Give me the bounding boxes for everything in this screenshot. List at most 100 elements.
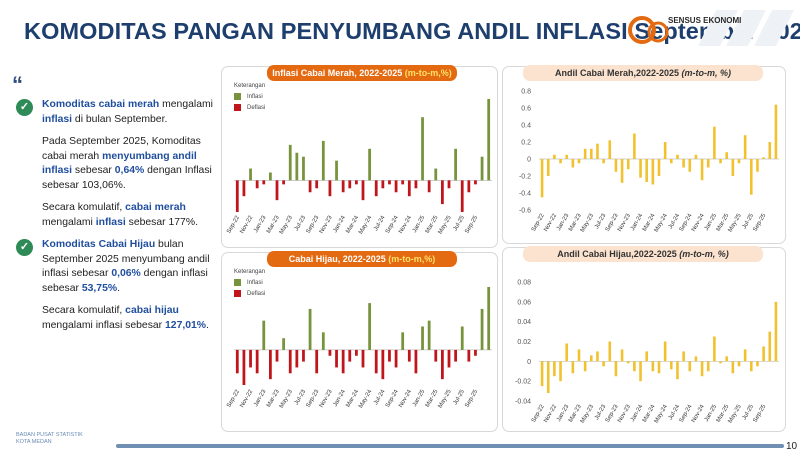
x-tick-label: May-23 xyxy=(580,212,596,233)
page-title: KOMODITAS PANGAN PENYUMBANG ANDIL INFLAS… xyxy=(24,18,800,44)
bar xyxy=(235,180,239,212)
paragraph-komulatif-hijau: Secara komulatif, cabai hijau mengalami … xyxy=(14,304,219,333)
page-number: 10 xyxy=(786,441,798,452)
text-hl: menyumbang andil inflasi xyxy=(42,150,197,177)
bar xyxy=(700,361,704,377)
legend-title: Keterangan xyxy=(234,83,266,89)
x-tick-label: May-24 xyxy=(654,212,670,233)
bar xyxy=(676,154,679,159)
bar xyxy=(381,180,385,189)
x-tick-label: Nov-24 xyxy=(398,214,413,234)
logo-text: SENSUS EKONOMI xyxy=(668,16,742,25)
bar xyxy=(737,159,741,164)
bar xyxy=(361,180,365,201)
bar xyxy=(467,349,471,362)
legend-inflasi: Inflasi xyxy=(234,279,265,286)
text: Secara komulatif, xyxy=(42,202,126,213)
x-tick-label: May-25 xyxy=(438,214,454,235)
bar xyxy=(368,303,372,350)
panel-title-text: Inflasi Cabai Merah, 2022-2025 xyxy=(272,68,405,78)
y-tick-label: 0 xyxy=(527,157,531,164)
bar xyxy=(553,361,556,377)
bar xyxy=(762,157,765,159)
bar xyxy=(434,168,438,181)
bar xyxy=(743,135,747,159)
x-tick-label: Jul-23 xyxy=(294,214,308,232)
bar xyxy=(401,332,405,350)
panel-title: Andil Cabai Hijau,2022-2025 (m-to-m, %) xyxy=(523,246,763,262)
bar xyxy=(275,180,279,201)
bar xyxy=(388,349,391,362)
bar xyxy=(626,361,630,364)
x-tick-label: Jul-25 xyxy=(453,388,467,406)
bar xyxy=(614,361,618,377)
bar xyxy=(262,320,266,350)
bar xyxy=(546,361,550,394)
bar xyxy=(440,349,444,380)
bar xyxy=(774,301,778,362)
panel-title: Andil Cabai Merah,2022-2025 (m-to-m, %) xyxy=(523,65,763,81)
bar xyxy=(480,308,484,350)
bar xyxy=(756,361,759,367)
bar xyxy=(706,361,710,372)
bar xyxy=(374,180,378,197)
bar xyxy=(242,349,246,385)
bar xyxy=(262,180,266,185)
x-tick-label: Nov-24 xyxy=(398,388,413,408)
bar xyxy=(328,349,332,356)
text: mengalami inflasi sebesar xyxy=(42,319,166,331)
summary-text: ✓ Komoditas cabai merah mengalami inflas… xyxy=(14,98,219,341)
bar xyxy=(460,180,464,212)
legend-swatch-deflasi xyxy=(234,104,241,111)
bar xyxy=(725,152,728,159)
x-tick-label: Sep-25 xyxy=(752,403,767,423)
panel-title-unit: (m-to-m, %) xyxy=(679,249,729,259)
y-tick-label: 0.04 xyxy=(517,319,531,326)
bar xyxy=(255,349,259,374)
bar xyxy=(374,349,378,374)
panel-title: Inflasi Cabai Merah, 2022-2025 (m-to-m,%… xyxy=(267,65,457,81)
bar xyxy=(596,143,599,159)
bar xyxy=(682,351,685,362)
x-tick-label: Sep-25 xyxy=(752,212,767,232)
bar xyxy=(596,351,599,362)
bar xyxy=(713,126,716,159)
x-tick-label: Jul-25 xyxy=(453,214,467,232)
legend-deflasi: Deflasi xyxy=(234,104,265,111)
text: . xyxy=(206,319,209,331)
bar xyxy=(275,349,279,362)
x-tick-label: Nov-23 xyxy=(319,388,334,408)
bar xyxy=(354,180,358,185)
paragraph-cabai-hijau: ✓ Komoditas Cabai Hijau bulan September … xyxy=(14,238,219,296)
bar xyxy=(540,159,544,198)
x-tick-label: May-24 xyxy=(358,214,374,235)
bar xyxy=(381,349,385,380)
x-tick-label: Sep-25 xyxy=(464,214,479,234)
legend-swatch-inflasi xyxy=(234,279,241,286)
bar xyxy=(302,156,305,181)
y-tick-label: 0 xyxy=(527,359,531,366)
bar xyxy=(440,180,444,205)
chart-andil-cabai-hijau: -0.04-0.0200.020.040.060.08Sep-22Nov-22J… xyxy=(515,280,779,424)
x-tick-label: May-23 xyxy=(279,214,295,235)
bar xyxy=(368,148,372,181)
bar xyxy=(657,159,661,176)
bar xyxy=(480,156,484,181)
bar xyxy=(434,349,438,362)
text: Secara komulatif, xyxy=(42,305,126,316)
bar xyxy=(242,180,246,197)
bar xyxy=(308,308,312,350)
panel-title: Cabai Hijau, 2022-2025 (m-to-m,%) xyxy=(267,251,457,267)
panel-title-text: Andil Cabai Hijau,2022-2025 xyxy=(557,249,680,259)
bar xyxy=(315,349,319,374)
text-hl: cabai merah xyxy=(125,202,186,213)
paragraph-komulatif-merah: Secara komulatif, cabai merah mengalami … xyxy=(14,201,219,230)
y-tick-label: 0.02 xyxy=(517,339,531,346)
bar xyxy=(700,159,704,181)
bar xyxy=(454,148,458,181)
bar xyxy=(645,351,648,362)
legend: Keterangan Inflasi Deflasi xyxy=(234,83,265,111)
bar xyxy=(583,148,587,159)
bar xyxy=(719,159,722,164)
bar xyxy=(474,349,477,356)
